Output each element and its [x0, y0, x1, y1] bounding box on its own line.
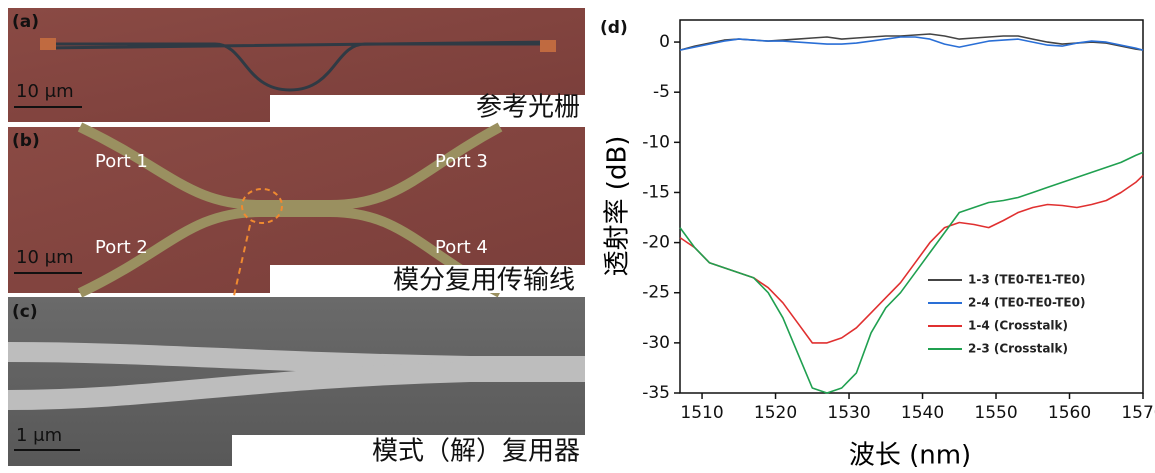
- y-tick-label: -25: [642, 283, 670, 303]
- plot-frame: [679, 19, 1144, 394]
- series-line: [679, 151, 1144, 394]
- panel-c: (c) 1 μm 模式（解）复用器: [7, 297, 585, 467]
- x-tick-label: 1510: [680, 403, 723, 423]
- series-line: [679, 36, 1144, 51]
- legend-label: 1-3 (TE0-TE1-TE0): [968, 273, 1085, 287]
- caption-box: [232, 435, 585, 466]
- waveguide: [77, 122, 503, 298]
- x-tick-label: 1540: [901, 403, 944, 423]
- scale-label: 1 μm: [16, 425, 62, 446]
- scale-label: 10 μm: [16, 247, 74, 268]
- waveguide: [7, 362, 585, 410]
- y-tick-label: -15: [642, 182, 670, 202]
- x-tick-label: 1550: [974, 403, 1017, 423]
- panel-label: (a): [12, 12, 39, 32]
- y-tick-label: -10: [642, 132, 670, 152]
- legend-label: 1-4 (Crosstalk): [968, 319, 1068, 333]
- caption: 模分复用传输线: [393, 266, 575, 296]
- x-tick-label: 1570: [1121, 403, 1155, 423]
- series-line: [679, 174, 1144, 344]
- panel-label: (b): [12, 131, 40, 151]
- panel-a: (a) 10 μm 参考光栅: [8, 8, 585, 123]
- x-tick-label: 1520: [754, 403, 797, 423]
- port-label: Port 2: [95, 237, 148, 258]
- y-tick-label: 0: [659, 32, 670, 52]
- grating: [40, 38, 56, 50]
- panel-label: (d): [600, 18, 628, 38]
- panel-b: (b) Port 1 Port 2 Port 3 Port 4 10 μm 模分…: [8, 122, 585, 323]
- grating: [540, 40, 556, 52]
- x-tick-label: 1530: [827, 403, 870, 423]
- y-axis-label: 透射率 (dB): [603, 136, 633, 277]
- port-label: Port 4: [435, 237, 488, 258]
- caption: 模式（解）复用器: [372, 437, 580, 467]
- scale-label: 10 μm: [16, 81, 74, 102]
- waveguide: [39, 40, 556, 92]
- x-tick-label: 1560: [1048, 403, 1091, 423]
- legend-label: 2-4 (TE0-TE0-TE0): [968, 296, 1085, 310]
- x-axis-label: 波长 (nm): [849, 441, 971, 471]
- y-tick-label: -20: [642, 233, 670, 253]
- y-tick-label: -35: [642, 383, 670, 403]
- highlight: [241, 188, 283, 224]
- y-tick-label: -5: [653, 82, 670, 102]
- port-label: Port 1: [95, 151, 148, 172]
- y-tick-label: -30: [642, 333, 670, 353]
- panel-label: (c): [12, 302, 38, 322]
- caption-box: [270, 265, 585, 293]
- port-label: Port 3: [435, 151, 488, 172]
- caption: 参考光栅: [476, 93, 580, 123]
- caption-box: [270, 95, 585, 122]
- legend-label: 2-3 (Crosstalk): [968, 342, 1068, 356]
